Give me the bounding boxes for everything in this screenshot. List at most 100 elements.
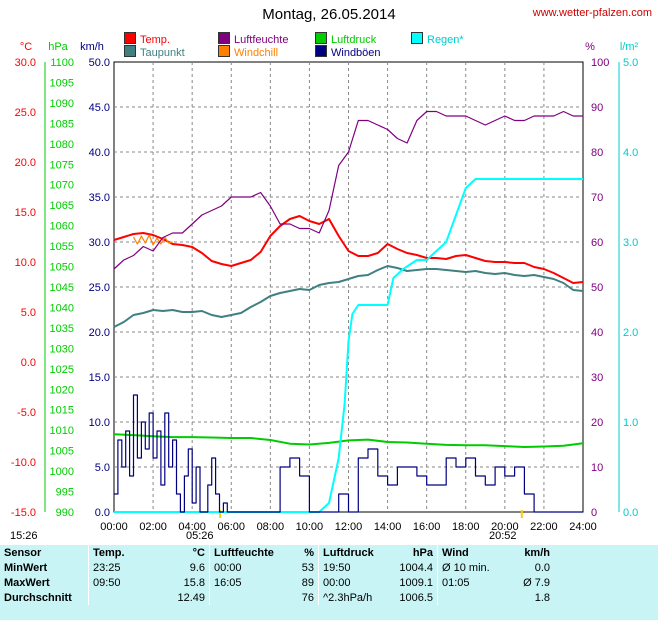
wind-tick-label: 0.0 bbox=[95, 507, 110, 519]
wind-tick-label: 30.0 bbox=[89, 237, 110, 249]
wind-tick-label: 50.0 bbox=[89, 57, 110, 69]
legend-label: Windchill bbox=[234, 47, 279, 59]
humidity-tick-label: 70 bbox=[591, 192, 603, 204]
rain-tick-label: 5.0 bbox=[623, 57, 638, 69]
pressure-tick-label: 1095 bbox=[50, 77, 74, 89]
legend-temp: Temp. bbox=[124, 32, 170, 46]
x-tick-label: 06:00 bbox=[217, 521, 245, 533]
pressure-tick-label: 1000 bbox=[50, 466, 74, 478]
temp-tick-label: -15.0 bbox=[11, 507, 36, 519]
x-tick-label: 14:00 bbox=[374, 521, 402, 533]
wind-unit-label: km/h bbox=[80, 41, 104, 53]
temp-tick-label: 15.0 bbox=[15, 207, 36, 219]
legend-rain: Regen* bbox=[411, 32, 464, 46]
legend-label: Temp. bbox=[140, 34, 170, 46]
temp-tick-label: -5.0 bbox=[17, 407, 36, 419]
cell: 1004.4 bbox=[399, 561, 433, 574]
legend-label: Luftdruck bbox=[331, 34, 377, 46]
pressure-tick-label: 1040 bbox=[50, 302, 74, 314]
humidity-tick-label: 50 bbox=[591, 282, 603, 294]
pressure-tick-label: 1020 bbox=[50, 384, 74, 396]
pressure-unit-label: hPa bbox=[48, 41, 68, 53]
legend-dewpoint: Taupunkt bbox=[124, 45, 185, 59]
site-link[interactable]: www.wetter-pfalzen.com bbox=[532, 7, 652, 19]
cell: 1.8 bbox=[534, 591, 550, 604]
row-label: MaxWert bbox=[4, 576, 50, 589]
header-sensor: Sensor bbox=[4, 546, 42, 559]
legend-humidity: Luftfeuchte bbox=[218, 32, 288, 46]
temp-tick-label: 20.0 bbox=[15, 157, 36, 169]
legend-swatch bbox=[218, 32, 230, 44]
x-tick-label: 24:00 bbox=[569, 521, 597, 533]
legend-label: Taupunkt bbox=[140, 47, 185, 59]
pressure-tick-label: 1010 bbox=[50, 425, 74, 437]
wind-tick-label: 35.0 bbox=[89, 192, 110, 204]
x-tick-label: 08:00 bbox=[257, 521, 285, 533]
series-line-2 bbox=[132, 234, 173, 246]
humidity-tick-label: 40 bbox=[591, 327, 603, 339]
cell: 16:05 bbox=[209, 575, 280, 590]
wind-tick-label: 15.0 bbox=[89, 372, 110, 384]
cell: 53 bbox=[301, 561, 314, 574]
rain-tick-label: 2.0 bbox=[623, 327, 638, 339]
pressure-tick-label: 1050 bbox=[50, 262, 74, 274]
wind-tick-label: 40.0 bbox=[89, 147, 110, 159]
x-tick-label: 22:00 bbox=[530, 521, 558, 533]
stats-row-max: MaxWert 09:50 15.8 16:05 89 00:00 1009.1… bbox=[0, 575, 554, 590]
x-tick-label: 04:00 bbox=[178, 521, 206, 533]
legend-swatch bbox=[315, 32, 327, 44]
cell: 89 bbox=[301, 576, 314, 589]
pressure-tick-label: 1035 bbox=[50, 323, 74, 335]
cell: ^2.3hPa/h bbox=[318, 590, 389, 605]
humidity-tick-label: 10 bbox=[591, 462, 603, 474]
stats-row-min: MinWert 23:25 9.6 00:00 53 19:50 1004.4 … bbox=[0, 560, 554, 575]
rain-tick-label: 1.0 bbox=[623, 417, 638, 429]
rain-unit-label: l/m² bbox=[620, 41, 639, 53]
header-pressure: Luftdruck bbox=[318, 545, 389, 560]
series-line-6 bbox=[114, 394, 583, 513]
series-line-3 bbox=[113, 110, 583, 270]
weather-chart: 30.0 25.0 20.0 15.0 10.0 5.0 0.0 -5.0 -10.0 -15.0… bbox=[11, 41, 639, 533]
pressure-tick-label: 1080 bbox=[50, 139, 74, 151]
row-label: Durchschnitt bbox=[4, 591, 72, 604]
pressure-tick-label: 1075 bbox=[50, 159, 74, 171]
cell: Ø 7.9 bbox=[523, 576, 550, 589]
legend-label: Regen* bbox=[427, 34, 464, 46]
humidity-tick-label: 20 bbox=[591, 417, 603, 429]
pressure-tick-label: 1025 bbox=[50, 364, 74, 376]
wind-tick-label: 45.0 bbox=[89, 102, 110, 114]
pressure-tick-label: 1100 bbox=[50, 57, 74, 69]
cell: 00:00 bbox=[209, 560, 280, 575]
header-temp: Temp. bbox=[88, 545, 149, 560]
legend-swatch bbox=[411, 32, 423, 44]
temp-tick-label: -10.0 bbox=[11, 457, 36, 469]
legend-swatch bbox=[315, 45, 327, 57]
cell: 1009.1 bbox=[399, 576, 433, 589]
stats-panel: Sensor Temp. °C Luftfeuchte % Luftdruck … bbox=[0, 545, 658, 620]
rain-tick-label: 3.0 bbox=[623, 237, 638, 249]
left-time-label: 15:26 bbox=[10, 530, 38, 542]
pressure-tick-label: 1005 bbox=[50, 446, 74, 458]
row-label: MinWert bbox=[4, 561, 48, 574]
cell: 23:25 bbox=[88, 560, 149, 575]
humidity-tick-label: 80 bbox=[591, 147, 603, 159]
header-wind: Wind bbox=[437, 545, 506, 560]
legend-swatch bbox=[124, 32, 136, 44]
temp-tick-label: 0.0 bbox=[21, 357, 36, 369]
cell: 76 bbox=[301, 591, 314, 604]
stats-table: Sensor Temp. °C Luftfeuchte % Luftdruck … bbox=[0, 545, 554, 605]
cell bbox=[209, 590, 280, 605]
legend-gusts: Windböen bbox=[315, 45, 381, 59]
chart-title: Montag, 26.05.2014 bbox=[262, 6, 396, 23]
humidity-unit-label: % bbox=[585, 41, 595, 53]
humidity-tick-label: 0 bbox=[591, 507, 597, 519]
legend-swatch bbox=[218, 45, 230, 57]
wind-tick-label: 20.0 bbox=[89, 327, 110, 339]
x-tick-label: 20:00 bbox=[491, 521, 519, 533]
cell: Ø 10 min. bbox=[437, 560, 506, 575]
wind-tick-label: 10.0 bbox=[89, 417, 110, 429]
x-tick-label: 18:00 bbox=[452, 521, 480, 533]
cell: 19:50 bbox=[318, 560, 389, 575]
cell: 01:05 bbox=[437, 575, 506, 590]
pressure-tick-label: 1055 bbox=[50, 241, 74, 253]
